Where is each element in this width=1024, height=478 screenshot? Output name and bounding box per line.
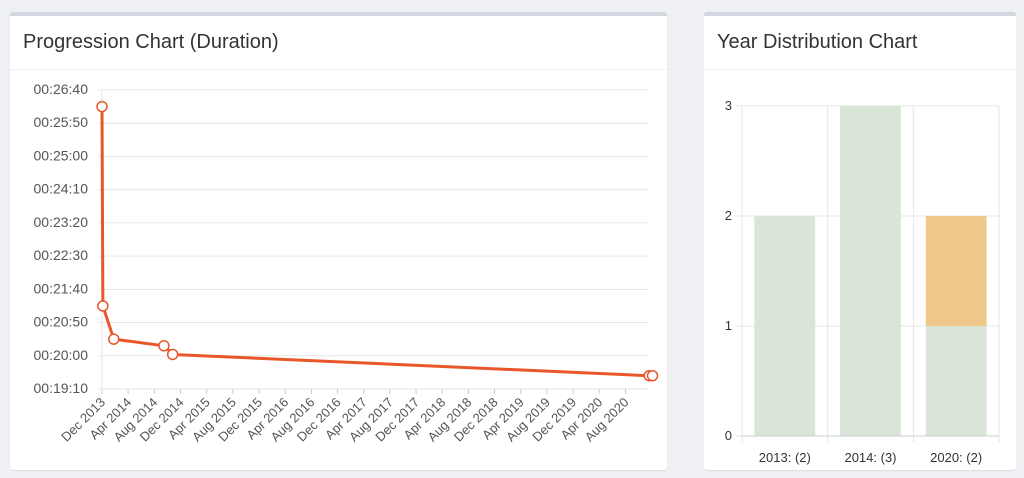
y-tick-label: 00:20:00: [34, 347, 89, 363]
year-distribution-bar-chart: 0 1 2 3 2013: (2) 2014: (3) 2020: (2): [725, 98, 1000, 465]
progression-chart-area: 00:19:10 00:20:00 00:20:50 00:21:40 00:22:30…: [10, 70, 667, 475]
y-tick-label: 00:19:10: [34, 380, 89, 396]
x-category-label: 2014: (3): [844, 450, 896, 465]
y-tick-label: 0: [725, 428, 732, 443]
data-point: [97, 300, 109, 312]
progression-chart-header: Progression Chart (Duration): [10, 16, 667, 70]
year-distribution-chart-area: 0 1 2 3 2013: (2) 2014: (3) 2020: (2): [704, 70, 1016, 475]
bar-green: [754, 216, 816, 436]
y-tick-label: 00:21:40: [34, 280, 89, 296]
data-point: [96, 100, 108, 113]
data-point: [166, 348, 179, 361]
y-tick-label: 00:23:20: [34, 214, 89, 230]
bar-green: [840, 106, 901, 436]
bar-green: [925, 326, 987, 436]
y-tick-label: 00:20:50: [34, 314, 89, 330]
y-tick-label: 00:25:00: [34, 147, 89, 163]
x-category-label: 2013: (2): [759, 450, 811, 465]
y-tick-label: 00:26:40: [34, 81, 89, 97]
y-tick-label: 1: [725, 318, 732, 333]
progression-chart-title: Progression Chart (Duration): [23, 31, 279, 53]
year-distribution-card: Year Distribution Chart 0 1 2 3 2013: (2) 201…: [704, 12, 1016, 470]
y-tick-label: 00:24:10: [34, 181, 89, 197]
x-category-label: 2020: (2): [930, 450, 982, 465]
progression-chart-card: Progression Chart (Duration) 00:19:10 00:…: [10, 12, 667, 470]
progression-line-chart: 00:19:10 00:20:00 00:20:50 00:21:40 00:22:30…: [34, 81, 659, 444]
year-distribution-title: Year Distribution Chart: [717, 31, 918, 53]
y-tick-label: 3: [725, 98, 732, 113]
data-point: [108, 333, 120, 345]
y-tick-label: 00:25:50: [34, 114, 89, 130]
bar-orange: [925, 216, 987, 326]
y-tick-label: 00:22:30: [34, 247, 89, 263]
y-tick-label: 2: [725, 208, 732, 223]
data-point: [158, 340, 170, 352]
duration-series-line: [100, 106, 653, 378]
year-distribution-header: Year Distribution Chart: [704, 16, 1016, 70]
data-point: [646, 369, 659, 382]
